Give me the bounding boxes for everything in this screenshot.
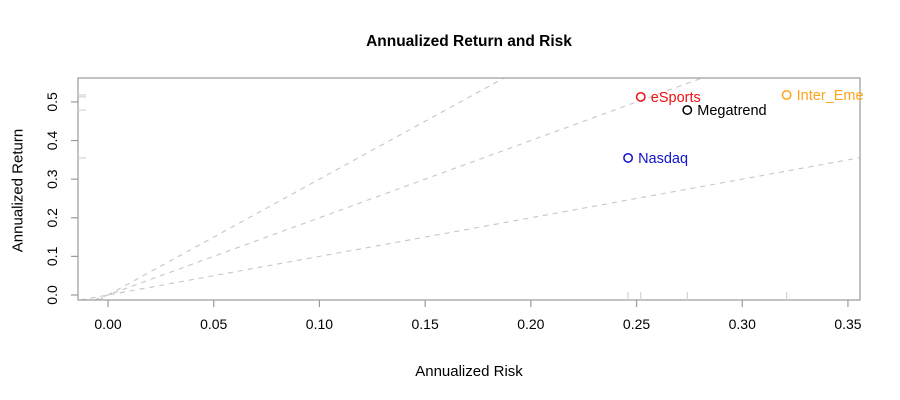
reference-line-sharpe-1 xyxy=(80,157,861,301)
data-point-megatrend xyxy=(682,105,693,115)
x-tick-label: 0.30 xyxy=(729,316,756,332)
x-tick-label: 0.05 xyxy=(200,316,227,332)
y-tick-label: 0.2 xyxy=(44,208,60,228)
chart-title: Annualized Return and Risk xyxy=(366,33,572,50)
data-point-label-inter_eme: Inter_Eme xyxy=(797,88,864,104)
x-tick-label: 0.00 xyxy=(94,316,121,332)
y-tick-label: 0.3 xyxy=(44,169,60,189)
reference-line-sharpe-2 xyxy=(94,77,703,301)
y-tick-label: 0.4 xyxy=(44,131,60,151)
data-point-label-esports: eSports xyxy=(651,90,701,106)
data-point-esports xyxy=(635,91,646,102)
x-axis-title: Annualized Risk xyxy=(415,363,523,380)
plot-box xyxy=(77,77,861,301)
x-tick-label: 0.15 xyxy=(412,316,439,332)
x-tick-label: 0.10 xyxy=(306,316,333,332)
data-point-label-megatrend: Megatrend xyxy=(697,103,766,119)
y-tick-label: 0.1 xyxy=(44,246,60,266)
data-point-nasdaq xyxy=(623,152,634,163)
x-tick-label: 0.35 xyxy=(834,316,861,332)
y-axis-title: Annualized Return xyxy=(9,128,27,253)
x-tick-label: 0.20 xyxy=(517,316,544,332)
x-tick-label: 0.25 xyxy=(623,316,650,332)
y-tick-label: 0.0 xyxy=(44,285,60,305)
data-point-label-nasdaq: Nasdaq xyxy=(638,151,688,167)
reference-line-sharpe-3 xyxy=(98,77,505,301)
data-point-inter_eme xyxy=(781,90,792,100)
y-tick-label: 0.5 xyxy=(44,92,60,112)
